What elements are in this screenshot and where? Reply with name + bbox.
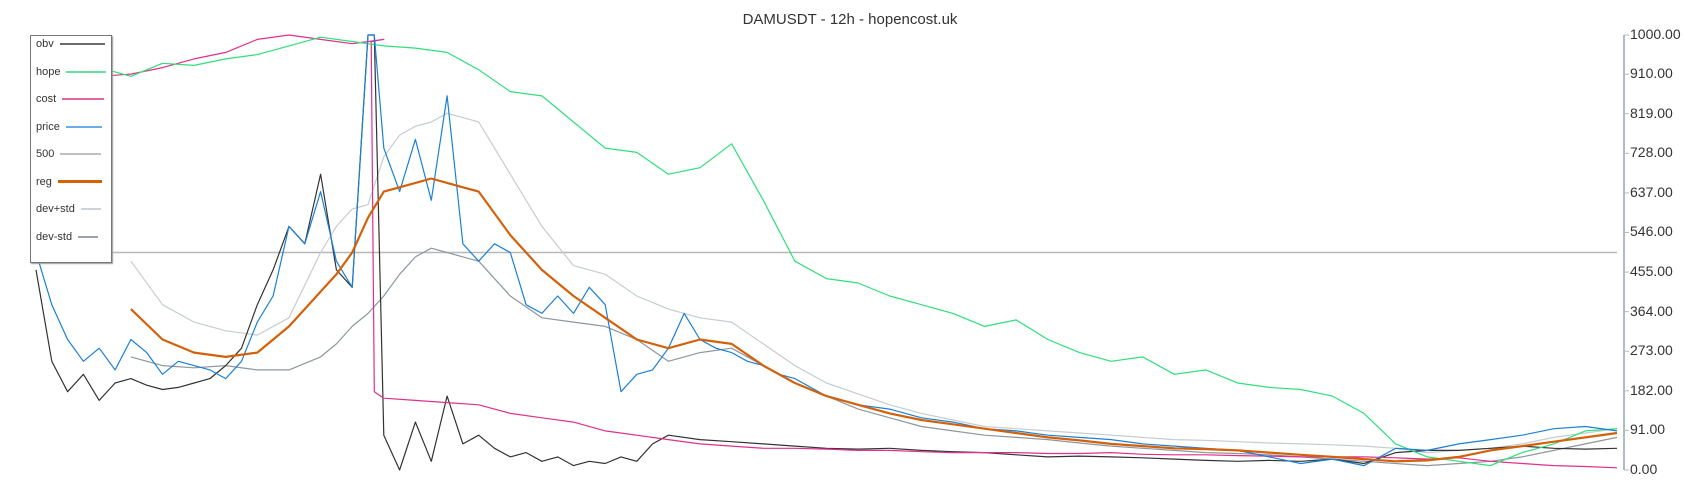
legend-item-reg[interactable]: reg xyxy=(36,176,102,188)
legend-swatch-icon xyxy=(66,70,107,73)
legend-swatch-icon xyxy=(62,98,105,100)
series-dev-std-line xyxy=(130,112,1618,454)
y-tick-label: 728.00 xyxy=(1630,144,1673,161)
y-tick-label: 182.00 xyxy=(1630,381,1673,398)
chart-title: DAMUSDT - 12h - hopencost.uk xyxy=(742,11,958,28)
legend-item-price[interactable]: price xyxy=(36,121,102,133)
legend-label: obv xyxy=(36,38,54,50)
series-obv-line xyxy=(35,34,1618,471)
series-dev-std-line xyxy=(130,247,1618,467)
y-tick-label: 1000.00 xyxy=(1630,26,1681,42)
y-tick-label: 546.00 xyxy=(1630,223,1673,240)
legend-item-hope[interactable]: hope xyxy=(36,65,107,78)
legend: obv hope cost price 500 reg dev+std dev-std xyxy=(30,35,112,263)
legend-label: hope xyxy=(36,65,61,78)
legend-swatch-icon xyxy=(65,125,102,128)
legend-item-dev-std[interactable]: dev-std xyxy=(36,230,99,243)
y-tick-label: 0.00 xyxy=(1630,461,1658,477)
y-tick-label: 273.00 xyxy=(1630,342,1673,359)
legend-label: dev+std xyxy=(36,203,75,215)
legend-swatch-icon xyxy=(60,153,102,155)
series-reg-line xyxy=(130,177,1618,463)
legend-label: price xyxy=(36,120,60,133)
series-cost-line xyxy=(36,34,1618,469)
y-tick-label: 637.00 xyxy=(1630,183,1673,200)
legend-item-500[interactable]: 500 xyxy=(36,148,102,160)
y-tick-label: 91.00 xyxy=(1630,421,1666,438)
legend-swatch-icon xyxy=(57,180,102,183)
legend-label: reg xyxy=(36,175,52,188)
legend-item-cost[interactable]: cost xyxy=(36,93,105,105)
legend-label: cost xyxy=(36,93,57,105)
legend-swatch-icon xyxy=(80,208,101,210)
y-tick-label: 455.00 xyxy=(1630,263,1673,280)
legend-swatch-icon xyxy=(59,43,105,45)
legend-label: dev-std xyxy=(36,230,73,243)
legend-label: 500 xyxy=(36,148,55,160)
series-price-line xyxy=(35,34,1618,467)
series-hope-line xyxy=(35,36,1618,467)
legend-item-dev-std[interactable]: dev+std xyxy=(36,203,101,215)
y-tick-label: 364.00 xyxy=(1630,302,1673,319)
y-tick-label: 910.00 xyxy=(1630,65,1673,82)
legend-swatch-icon xyxy=(78,235,99,238)
legend-item-obv[interactable]: obv xyxy=(36,38,105,50)
y-tick-label: 819.00 xyxy=(1630,104,1673,121)
